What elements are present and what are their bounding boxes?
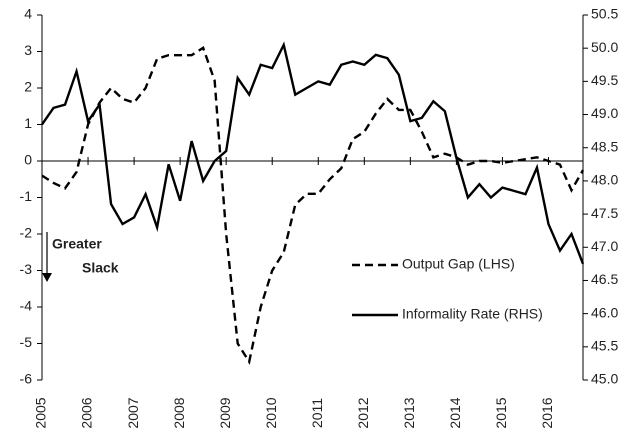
- x-tick-label: 2006: [79, 397, 95, 428]
- y2-tick-label: 46.5: [591, 271, 618, 287]
- y2-tick-label: 48.5: [591, 138, 618, 154]
- legend-label: Informality Rate (RHS): [402, 306, 543, 322]
- x-tick-label: 2016: [539, 397, 555, 428]
- y2-tick-label: 49.0: [591, 105, 618, 121]
- legend-label: Output Gap (LHS): [402, 256, 515, 272]
- y-tick-label: -3: [20, 261, 33, 277]
- y-tick-label: -2: [20, 225, 33, 241]
- x-tick-label: 2007: [125, 397, 141, 428]
- y-tick-label: 0: [24, 152, 32, 168]
- x-tick-label: 2010: [263, 397, 279, 428]
- y2-tick-label: 45.5: [591, 338, 618, 354]
- y-tick-label: -5: [20, 334, 33, 350]
- annotation: Greater: [52, 236, 102, 252]
- y-tick-label: -1: [20, 188, 33, 204]
- y-tick-label: 2: [24, 79, 32, 95]
- y-tick-label: 4: [24, 6, 32, 22]
- x-tick-label: 2011: [309, 398, 325, 428]
- x-tick-label: 2014: [447, 397, 463, 428]
- x-tick-label: 2005: [33, 397, 49, 428]
- x-tick-label: 2015: [493, 397, 509, 428]
- y2-tick-label: 49.5: [591, 72, 618, 88]
- y-tick-label: -4: [20, 298, 33, 314]
- y2-tick-label: 48.0: [591, 172, 618, 188]
- y-tick-label: 1: [24, 115, 32, 131]
- y2-tick-label: 47.0: [591, 238, 618, 254]
- x-tick-label: 2008: [171, 397, 187, 428]
- x-tick-label: 2009: [217, 397, 233, 428]
- y2-tick-label: 47.5: [591, 205, 618, 221]
- y2-tick-label: 50.5: [591, 6, 618, 22]
- y2-tick-label: 45.0: [591, 371, 618, 387]
- series-line: [41, 46, 585, 365]
- series-line: [41, 41, 585, 265]
- y2-tick-label: 50.0: [591, 39, 618, 55]
- y-tick-label: 3: [24, 42, 32, 58]
- y2-tick-label: 46.0: [591, 304, 618, 320]
- annotation: Slack: [82, 260, 119, 276]
- y-tick-label: -6: [20, 371, 33, 387]
- arrow-head: [42, 273, 52, 282]
- x-tick-label: 2013: [401, 397, 417, 428]
- x-tick-label: 2012: [355, 397, 371, 428]
